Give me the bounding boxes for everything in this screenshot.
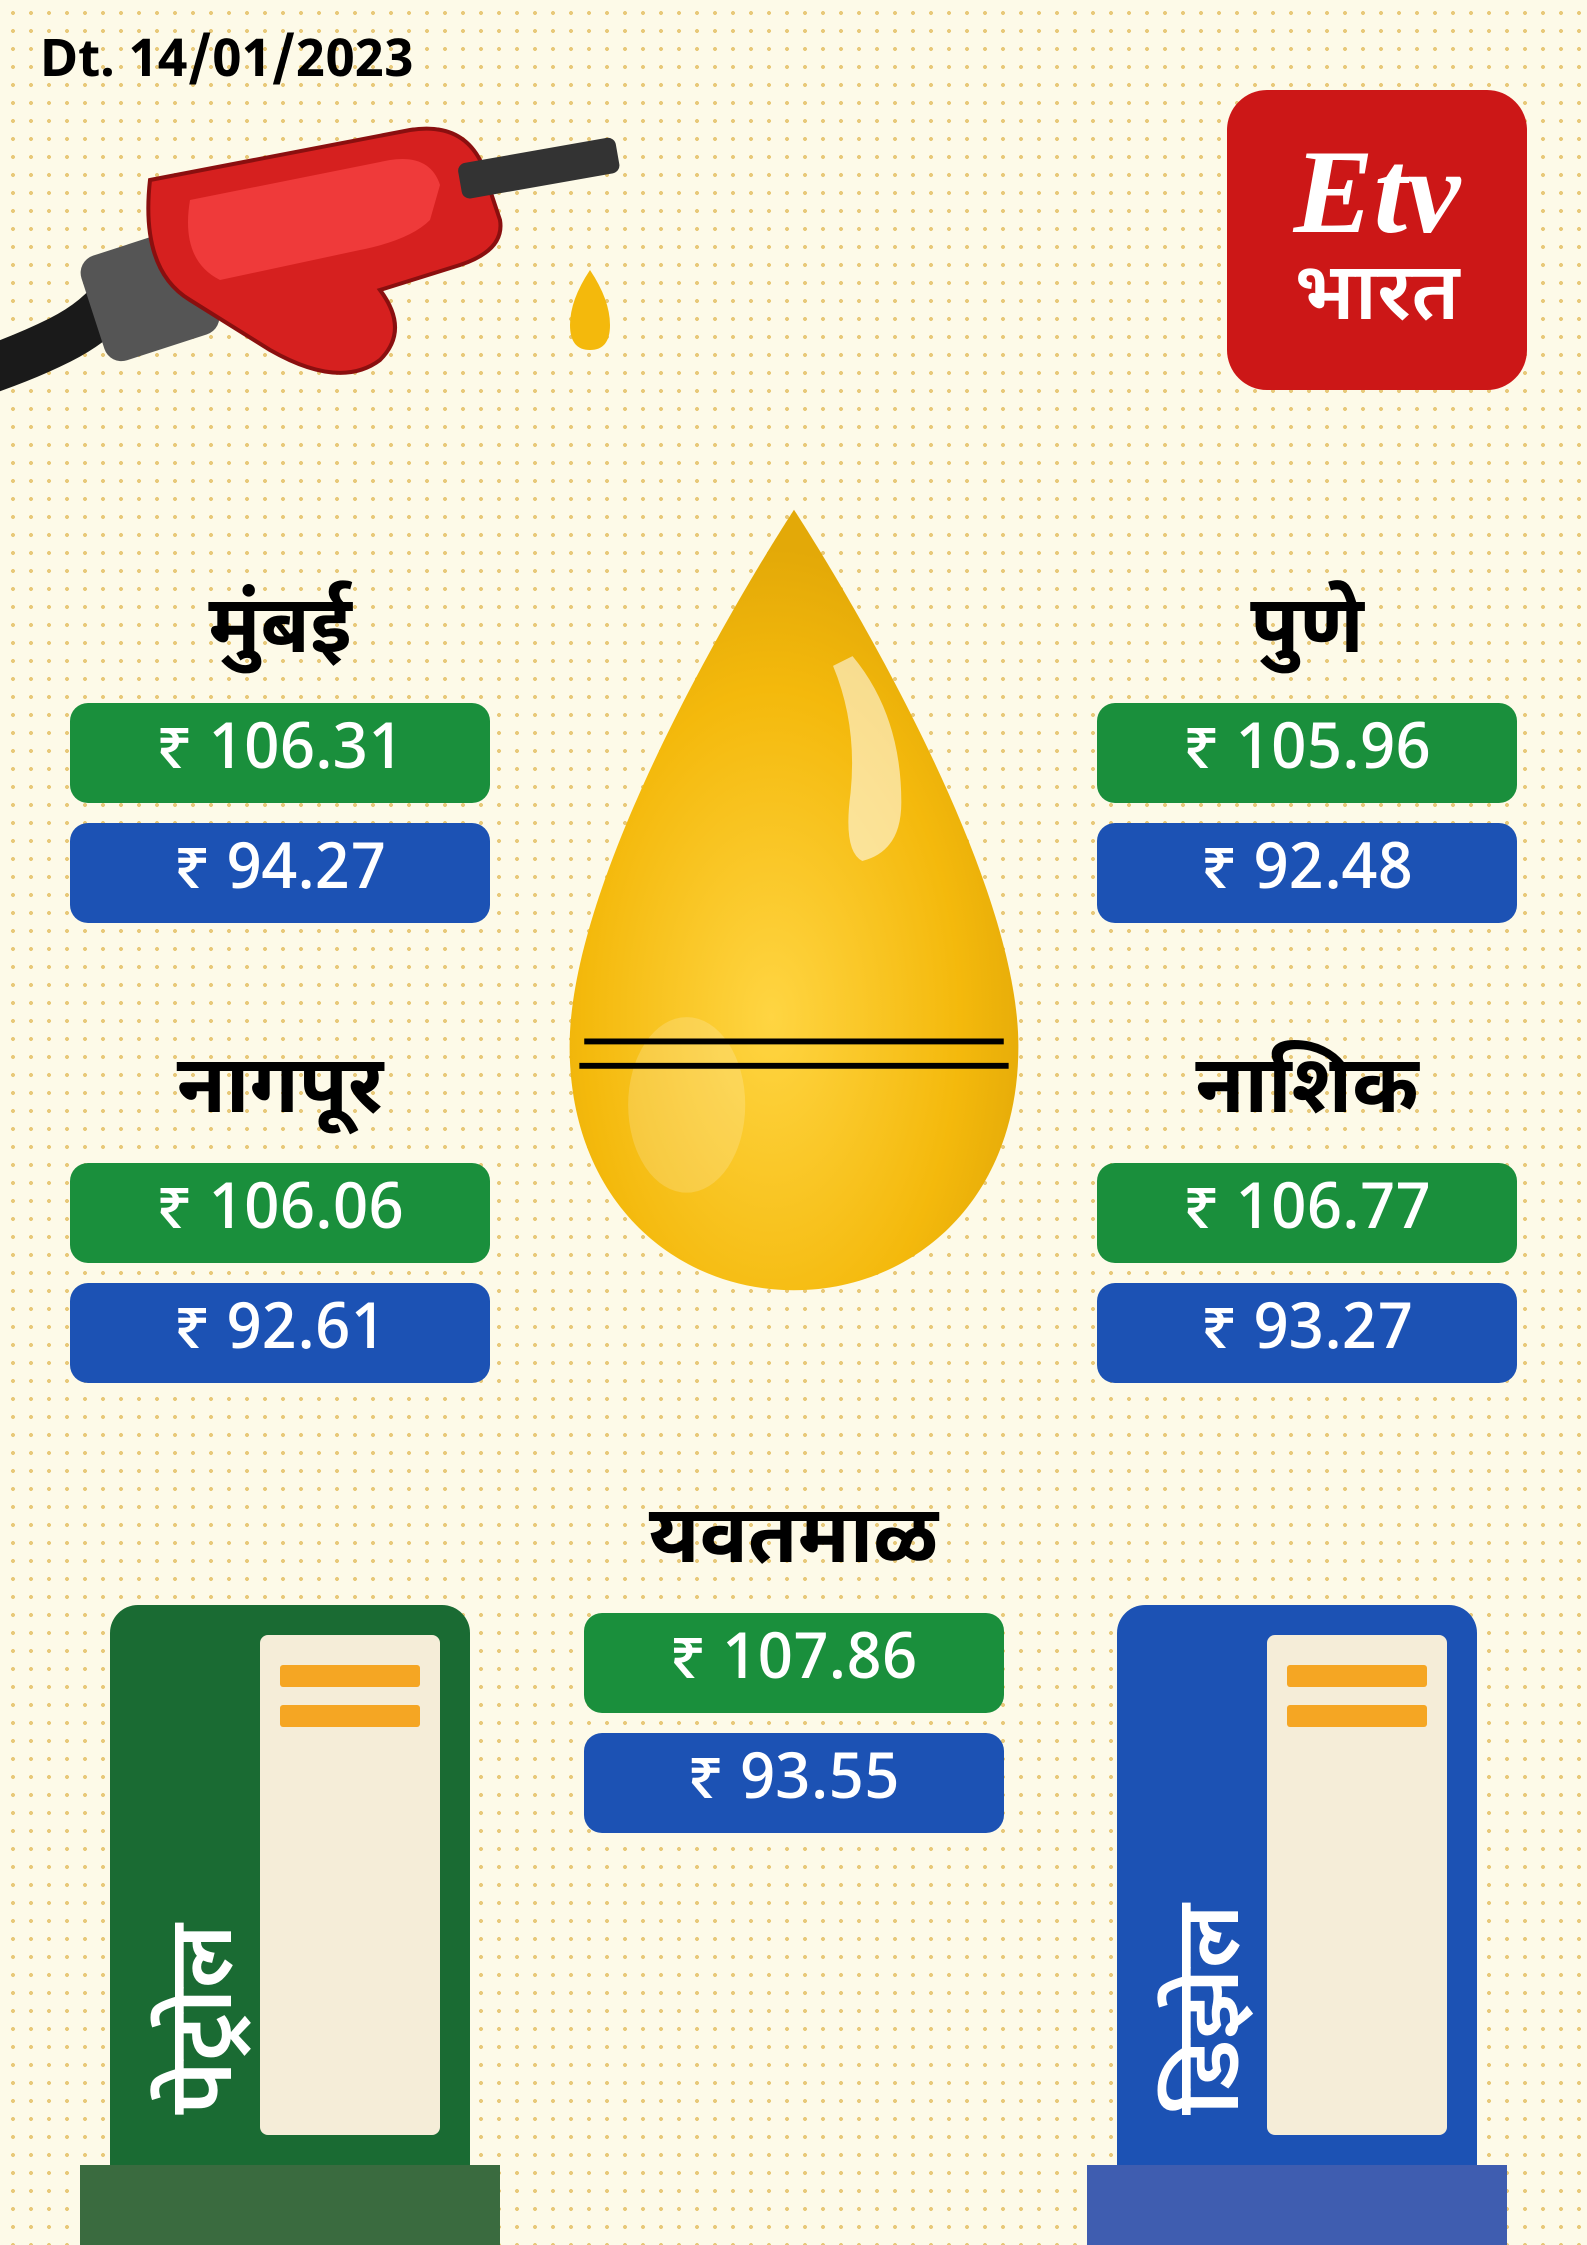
diesel-price: ₹ 92.48 — [1097, 823, 1517, 923]
petrol-price: ₹ 106.77 — [1097, 1163, 1517, 1263]
city-name: नाशिक — [1097, 1040, 1517, 1145]
pump-stripe — [280, 1705, 420, 1727]
diesel-price: ₹ 92.61 — [70, 1283, 490, 1383]
date-label: Dt. 14/01/2023 — [40, 30, 414, 98]
city-name: मुंबई — [70, 580, 490, 685]
logo-top-text: Etv — [1294, 132, 1461, 252]
pump-body: डिझेल — [1117, 1605, 1477, 2165]
diesel-price: ₹ 93.27 — [1097, 1283, 1517, 1383]
diesel-pump-icon: डिझेल — [1087, 1565, 1507, 2245]
city-name: नागपूर — [70, 1040, 490, 1145]
city-yavatmal: यवतमाळ ₹ 107.86 ₹ 93.55 — [584, 1490, 1004, 1853]
etv-bharat-logo: Etv भारत — [1227, 90, 1527, 390]
petrol-pump-label: पेट्रोल — [150, 1924, 268, 2115]
pump-stripe — [1287, 1665, 1427, 1687]
petrol-pump-icon: पेट्रोल — [80, 1565, 500, 2245]
oil-drop-icon — [484, 500, 1104, 1300]
diesel-price: ₹ 94.27 — [70, 823, 490, 923]
pump-base — [1087, 2165, 1507, 2245]
petrol-price: ₹ 105.96 — [1097, 703, 1517, 803]
pump-stripe — [1287, 1705, 1427, 1727]
city-mumbai: मुंबई ₹ 106.31 ₹ 94.27 — [70, 580, 490, 943]
fuel-nozzle-icon — [0, 90, 640, 440]
petrol-price: ₹ 106.31 — [70, 703, 490, 803]
city-name: यवतमाळ — [584, 1490, 1004, 1595]
city-name: पुणे — [1097, 580, 1517, 685]
city-pune: पुणे ₹ 105.96 ₹ 92.48 — [1097, 580, 1517, 943]
petrol-price: ₹ 106.06 — [70, 1163, 490, 1263]
city-nagpur: नागपूर ₹ 106.06 ₹ 92.61 — [70, 1040, 490, 1403]
pump-base — [80, 2165, 500, 2245]
petrol-price: ₹ 107.86 — [584, 1613, 1004, 1713]
diesel-pump-label: डिझेल — [1157, 1904, 1275, 2115]
city-nashik: नाशिक ₹ 106.77 ₹ 93.27 — [1097, 1040, 1517, 1403]
pump-body: पेट्रोल — [110, 1605, 470, 2165]
pump-stripe — [280, 1665, 420, 1687]
diesel-price: ₹ 93.55 — [584, 1733, 1004, 1833]
logo-bottom-text: भारत — [1294, 252, 1459, 348]
